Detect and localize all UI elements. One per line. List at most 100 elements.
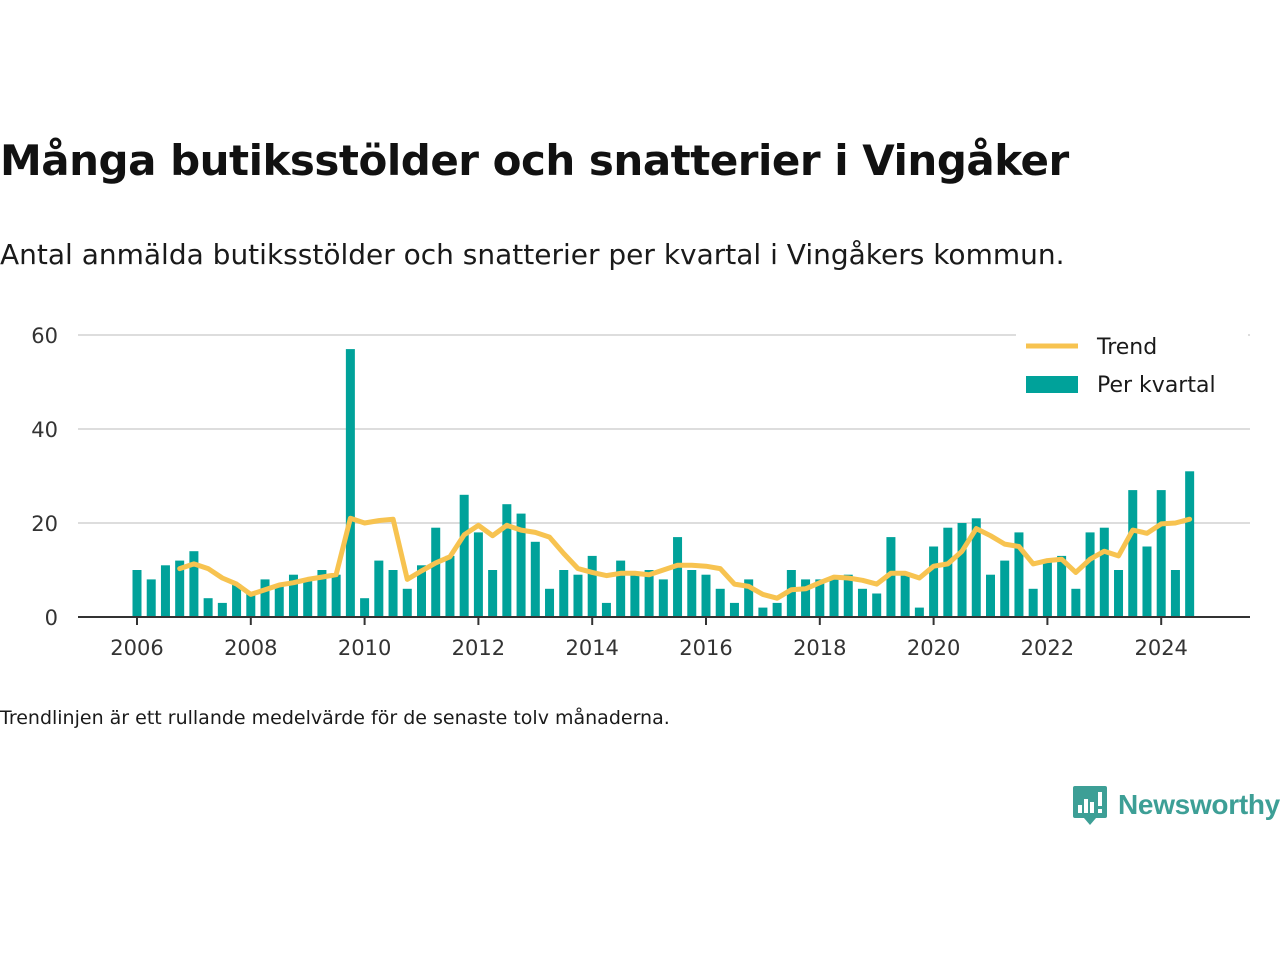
- bar-series: [132, 349, 1195, 617]
- bar-5: [203, 598, 213, 617]
- bar-66: [1071, 588, 1081, 617]
- bar-10: [274, 584, 284, 617]
- bar-42: [729, 602, 739, 617]
- bar-59: [971, 518, 981, 617]
- bar-43: [744, 579, 754, 617]
- legend: Trend Per kvartal: [1016, 330, 1248, 406]
- chart-subtitle: Antal anmälda butiksstölder och snatteri…: [0, 238, 1065, 271]
- x-tick-label-2022: 2022: [1021, 636, 1074, 660]
- bar-15: [345, 349, 355, 617]
- bar-65: [1057, 555, 1067, 617]
- bar-67: [1085, 532, 1095, 617]
- bar-44: [758, 607, 768, 617]
- bar-45: [772, 602, 782, 617]
- x-tick-label-2008: 2008: [224, 636, 277, 660]
- x-tick-label-2006: 2006: [110, 636, 163, 660]
- bar-62: [1014, 532, 1024, 617]
- bar-49: [829, 579, 839, 617]
- x-tick-label-2024: 2024: [1134, 636, 1187, 660]
- bar-31: [573, 574, 583, 617]
- legend-label-trend: Trend: [1096, 335, 1157, 360]
- legend-swatch-per-kvartal: [1026, 376, 1078, 393]
- bar-68: [1099, 527, 1109, 617]
- x-tick-label-2012: 2012: [452, 636, 505, 660]
- bar-40: [701, 574, 711, 617]
- bar-9: [260, 579, 270, 617]
- bar-21: [431, 527, 441, 617]
- y-tick-label-0: 0: [45, 606, 58, 630]
- bar-70: [1128, 490, 1138, 617]
- bar-23: [459, 494, 469, 617]
- bar-17: [374, 560, 384, 617]
- x-tick-label-2018: 2018: [793, 636, 846, 660]
- bar-64: [1042, 560, 1052, 617]
- y-tick-label-20: 20: [31, 512, 58, 536]
- bar-55: [914, 607, 924, 617]
- bar-11: [288, 574, 298, 617]
- bar-46: [786, 570, 796, 617]
- y-tick-label-40: 40: [31, 418, 58, 442]
- footnote: Trendlinjen är ett rullande medelvärde f…: [0, 707, 670, 729]
- bar-29: [545, 588, 555, 617]
- bar-3: [175, 560, 185, 617]
- bar-37: [658, 579, 668, 617]
- y-axis-ticks: 0 20 40 60: [31, 324, 58, 630]
- bar-58: [957, 523, 967, 617]
- bar-57: [943, 527, 953, 617]
- bar-1: [146, 579, 156, 617]
- bar-56: [929, 546, 939, 617]
- x-tick-label-2016: 2016: [679, 636, 732, 660]
- bar-25: [488, 570, 498, 617]
- bar-2: [160, 565, 170, 617]
- bar-35: [630, 574, 640, 617]
- bar-51: [857, 588, 867, 617]
- bar-38: [673, 537, 683, 617]
- bar-32: [587, 555, 597, 617]
- bar-52: [872, 593, 882, 617]
- bar-71: [1142, 546, 1152, 617]
- x-tick-label-2020: 2020: [907, 636, 960, 660]
- bar-8: [246, 593, 256, 617]
- bar-47: [801, 579, 811, 617]
- bar-7: [232, 584, 242, 617]
- bar-16: [360, 598, 370, 617]
- bar-0: [132, 570, 142, 617]
- bar-72: [1156, 490, 1166, 617]
- y-tick-label-60: 60: [31, 324, 58, 348]
- bar-30: [559, 570, 569, 617]
- newsworthy-logo: Newsworthy: [1072, 784, 1280, 826]
- bar-26: [502, 504, 512, 617]
- bar-36: [644, 570, 654, 617]
- bar-12: [303, 579, 313, 617]
- bar-13: [317, 570, 327, 617]
- bar-74: [1185, 471, 1195, 617]
- bar-48: [815, 579, 825, 617]
- bar-18: [388, 570, 398, 617]
- legend-label-per-kvartal: Per kvartal: [1097, 373, 1216, 398]
- x-tick-label-2010: 2010: [338, 636, 391, 660]
- bar-24: [473, 532, 483, 617]
- bar-39: [687, 570, 697, 617]
- bar-20: [417, 565, 426, 617]
- bar-6: [217, 602, 227, 617]
- bar-41: [715, 588, 725, 617]
- bar-63: [1028, 588, 1038, 617]
- bar-53: [886, 537, 896, 617]
- bar-69: [1114, 570, 1124, 617]
- bar-54: [900, 574, 910, 617]
- bar-14: [331, 574, 341, 617]
- bar-33: [601, 602, 611, 617]
- bar-19: [402, 588, 412, 617]
- chart-title: Många butiksstölder och snatterier i Vin…: [0, 136, 1069, 185]
- trend-line: [177, 515, 1193, 601]
- bar-4: [189, 551, 199, 617]
- bar-60: [986, 574, 995, 617]
- legend-background: [1016, 330, 1248, 406]
- x-tick-label-2014: 2014: [565, 636, 618, 660]
- bar-61: [1000, 560, 1010, 617]
- newsworthy-logo-icon: [1073, 786, 1107, 825]
- bar-22: [445, 555, 455, 617]
- chart: 2006 2008 2010 2012 2014 2016 2018 2020 2022 2024…: [31, 324, 1250, 660]
- x-axis-ticks: 2006 2008 2010 2012 2014 2016 2018 2020 2022 2024: [110, 617, 1188, 660]
- bar-28: [530, 541, 540, 617]
